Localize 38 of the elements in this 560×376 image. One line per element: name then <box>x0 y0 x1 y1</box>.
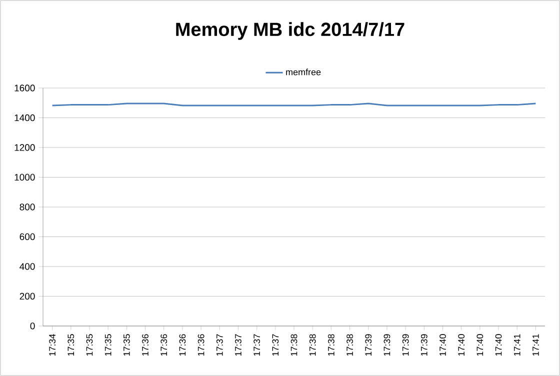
x-tick-label: 17:39 <box>402 334 409 356</box>
x-tick-label: 17:40 <box>495 334 502 356</box>
y-tick-label: 1600 <box>14 84 35 92</box>
x-tick-label: 17:37 <box>254 334 260 356</box>
x-tick-label: 17:40 <box>440 334 446 356</box>
y-tick-label: 1200 <box>14 144 35 151</box>
x-tick-label: 17:37 <box>272 334 279 356</box>
y-tick-label: 0 <box>30 322 35 330</box>
x-tick-label: 17:36 <box>179 334 186 356</box>
y-tick-label: 800 <box>20 204 35 210</box>
y-tick-label: 1000 <box>14 174 35 181</box>
x-tick-label: 17:39 <box>420 334 428 356</box>
y-tick-label: 600 <box>20 233 35 240</box>
x-tick-label: 17:38 <box>346 334 353 356</box>
x-tick-label: 17:40 <box>476 334 484 356</box>
y-tick-label: 400 <box>20 263 35 270</box>
x-tick-label: 17:36 <box>142 334 148 356</box>
x-tick-label: 17:35 <box>86 334 93 356</box>
x-tick-label: 17:35 <box>68 334 74 356</box>
x-tick-label: 17:36 <box>198 334 204 356</box>
x-tick-label: 17:38 <box>309 334 316 356</box>
x-tick-label: 17:35 <box>104 334 112 356</box>
x-tick-label: 17:34 <box>49 334 56 356</box>
x-tick-label: 17:37 <box>235 334 242 356</box>
y-tick-label: 1400 <box>14 114 35 122</box>
x-tick-label: 17:41 <box>532 334 539 356</box>
legend-label: memfree <box>286 68 321 76</box>
x-tick-label: 17:36 <box>160 334 168 356</box>
x-tick-label: 17:38 <box>290 334 298 356</box>
x-tick-label: 17:37 <box>216 334 223 356</box>
x-tick-label: 17:39 <box>365 334 372 356</box>
y-tick-label: 200 <box>20 292 35 300</box>
x-tick-label: 17:41 <box>514 334 520 356</box>
x-tick-label: 17:39 <box>384 334 390 356</box>
x-tick-label: 17:38 <box>328 334 334 356</box>
x-tick-label: 17:40 <box>458 334 465 356</box>
chart-title: Memory MB idc 2014/7/17 <box>176 22 404 40</box>
x-tick-label: 17:35 <box>123 334 130 356</box>
